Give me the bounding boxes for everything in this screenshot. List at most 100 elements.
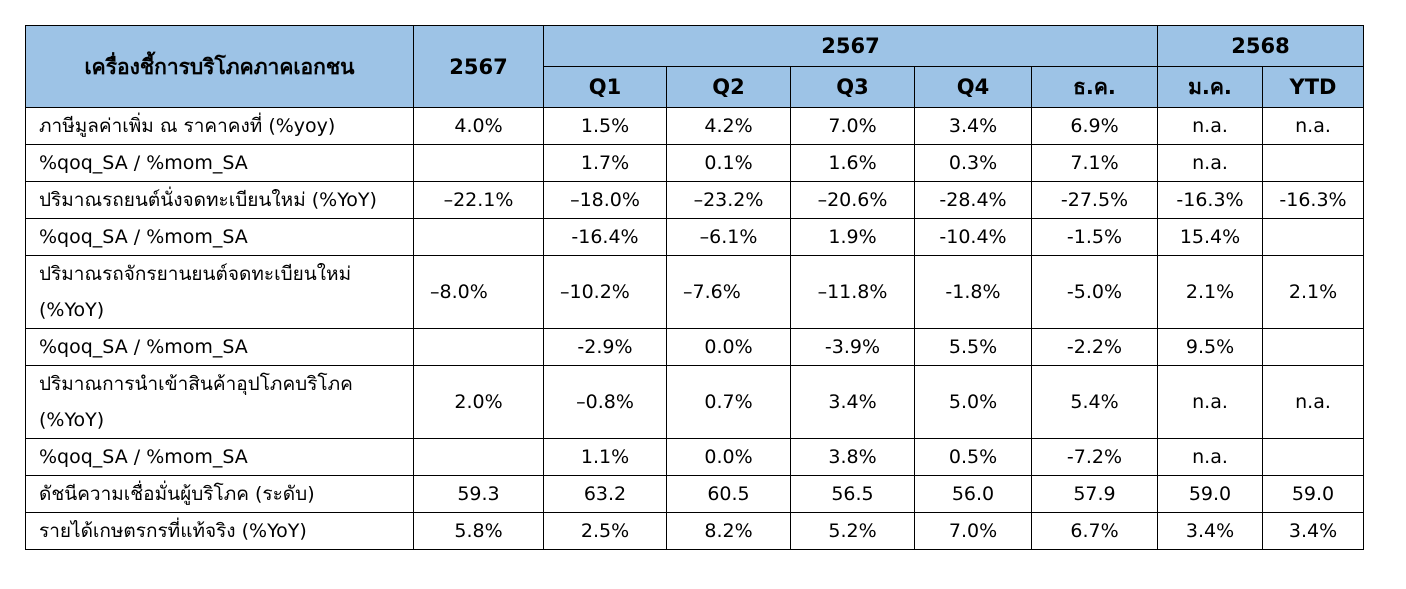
row-value	[1261, 144, 1365, 182]
header-group-2567: 2567	[543, 25, 1158, 67]
row-value: 9.5%	[1157, 328, 1263, 366]
row-value: 3.4%	[1261, 512, 1365, 550]
row-value: n.a.	[1157, 438, 1263, 476]
table-row: %qoq_SA / %mom_SA 1.1% 0.0% 3.8% 0.5% -7.2% n.…	[25, 438, 1365, 476]
row-label: ปริมาณการนำเข้าสินค้าอุปโภคบริโภค (%YoY)	[25, 365, 414, 439]
row-value: 56.5	[790, 475, 915, 513]
row-label: ดัชนีความเชื่อมั่นผู้บริโภค (ระดับ)	[25, 475, 414, 513]
row-label: %qoq_SA / %mom_SA	[25, 438, 414, 476]
header-jan: ม.ค.	[1157, 66, 1263, 108]
row-value: 0.1%	[666, 144, 791, 182]
row-value: 0.7%	[666, 365, 791, 439]
row-value	[1261, 328, 1365, 366]
row-label: %qoq_SA / %mom_SA	[25, 328, 414, 366]
row-value: -10.4%	[914, 218, 1032, 256]
row-value: 4.2%	[666, 107, 791, 145]
row-label: %qoq_SA / %mom_SA	[25, 144, 414, 182]
row-label: %qoq_SA / %mom_SA	[25, 218, 414, 256]
row-value: 1.7%	[543, 144, 667, 182]
row-value: 5.8%	[413, 512, 544, 550]
row-value	[413, 328, 544, 366]
row-value	[1261, 438, 1365, 476]
row-value: 7.0%	[790, 107, 915, 145]
row-value: –8.0%	[413, 255, 544, 329]
row-value: 0.0%	[666, 328, 791, 366]
row-value: 3.4%	[1157, 512, 1263, 550]
row-value: n.a.	[1157, 365, 1263, 439]
consumption-indicators-table: เครื่องชี้การบริโภคภาคเอกชน 2567 2567 25…	[25, 25, 1365, 550]
row-label: รายได้เกษตรกรที่แท้จริง (%YoY)	[25, 512, 414, 550]
row-value: 1.1%	[543, 438, 667, 476]
row-value: –22.1%	[413, 181, 544, 219]
row-value: 3.4%	[914, 107, 1032, 145]
table-row: %qoq_SA / %mom_SA -2.9% 0.0% -3.9% 5.5% -2.2%…	[25, 328, 1365, 366]
row-value: -16.4%	[543, 218, 667, 256]
row-value: n.a.	[1261, 107, 1365, 145]
row-value: 0.5%	[914, 438, 1032, 476]
row-value: 7.1%	[1031, 144, 1158, 182]
row-value: -16.3%	[1261, 181, 1365, 219]
row-value: 5.4%	[1031, 365, 1158, 439]
row-label: ปริมาณรถจักรยานยนต์จดทะเบียนใหม่ (%YoY)	[25, 255, 414, 329]
row-value	[413, 218, 544, 256]
row-value: –18.0%	[543, 181, 667, 219]
row-value: 5.2%	[790, 512, 915, 550]
row-value: 7.0%	[914, 512, 1032, 550]
row-value	[1261, 218, 1365, 256]
header-q1: Q1	[543, 66, 667, 108]
row-value: 2.1%	[1157, 255, 1263, 329]
row-value: –10.2%	[543, 255, 667, 329]
table-row: รายได้เกษตรกรที่แท้จริง (%YoY) 5.8% 2.5% 8.…	[25, 512, 1365, 550]
row-value: 15.4%	[1157, 218, 1263, 256]
header-q4: Q4	[914, 66, 1032, 108]
row-value: -2.9%	[543, 328, 667, 366]
row-value: 0.3%	[914, 144, 1032, 182]
row-value: n.a.	[1157, 107, 1263, 145]
table-row: ดัชนีความเชื่อมั่นผู้บริโภค (ระดับ) 59.3 6…	[25, 475, 1365, 513]
row-value: -5.0%	[1031, 255, 1158, 329]
row-value: -7.2%	[1031, 438, 1158, 476]
row-value: n.a.	[1157, 144, 1263, 182]
row-value: –11.8%	[790, 255, 915, 329]
row-value: 5.0%	[914, 365, 1032, 439]
row-value: –20.6%	[790, 181, 915, 219]
header-year-2567: 2567	[413, 25, 544, 108]
row-value: -2.2%	[1031, 328, 1158, 366]
row-value: –7.6%	[666, 255, 791, 329]
row-value: -27.5%	[1031, 181, 1158, 219]
row-value: 3.4%	[790, 365, 915, 439]
row-value: -1.5%	[1031, 218, 1158, 256]
row-value: –0.8%	[543, 365, 667, 439]
row-value: 6.7%	[1031, 512, 1158, 550]
table-row: ปริมาณการนำเข้าสินค้าอุปโภคบริโภค (%YoY)…	[25, 365, 1365, 439]
row-value: 8.2%	[666, 512, 791, 550]
row-value	[413, 438, 544, 476]
row-value: –6.1%	[666, 218, 791, 256]
row-value: 2.0%	[413, 365, 544, 439]
row-label: ภาษีมูลค่าเพิ่ม ณ ราคาคงที่ (%yoy)	[25, 107, 414, 145]
header-ytd: YTD	[1261, 66, 1365, 108]
table-row: ปริมาณรถจักรยานยนต์จดทะเบียนใหม่ (%YoY) –…	[25, 255, 1365, 329]
row-value: 63.2	[543, 475, 667, 513]
row-value: 59.3	[413, 475, 544, 513]
row-value: 56.0	[914, 475, 1032, 513]
row-value: n.a.	[1261, 365, 1365, 439]
row-value: -1.8%	[914, 255, 1032, 329]
row-value: 0.0%	[666, 438, 791, 476]
row-value: 6.9%	[1031, 107, 1158, 145]
row-value: -28.4%	[914, 181, 1032, 219]
header-q3: Q3	[790, 66, 915, 108]
row-value: –23.2%	[666, 181, 791, 219]
row-value: 59.0	[1261, 475, 1365, 513]
row-value: 60.5	[666, 475, 791, 513]
row-value: 59.0	[1157, 475, 1263, 513]
row-value: 5.5%	[914, 328, 1032, 366]
row-value: 1.5%	[543, 107, 667, 145]
header-indicator: เครื่องชี้การบริโภคภาคเอกชน	[25, 25, 414, 108]
row-value: 2.1%	[1261, 255, 1365, 329]
table-row: %qoq_SA / %mom_SA -16.4% –6.1% 1.9% -10.4% -1…	[25, 218, 1365, 256]
row-value: 1.9%	[790, 218, 915, 256]
row-value: 1.6%	[790, 144, 915, 182]
table-row: %qoq_SA / %mom_SA 1.7% 0.1% 1.6% 0.3% 7.1% n.a…	[25, 144, 1365, 182]
row-value: -16.3%	[1157, 181, 1263, 219]
